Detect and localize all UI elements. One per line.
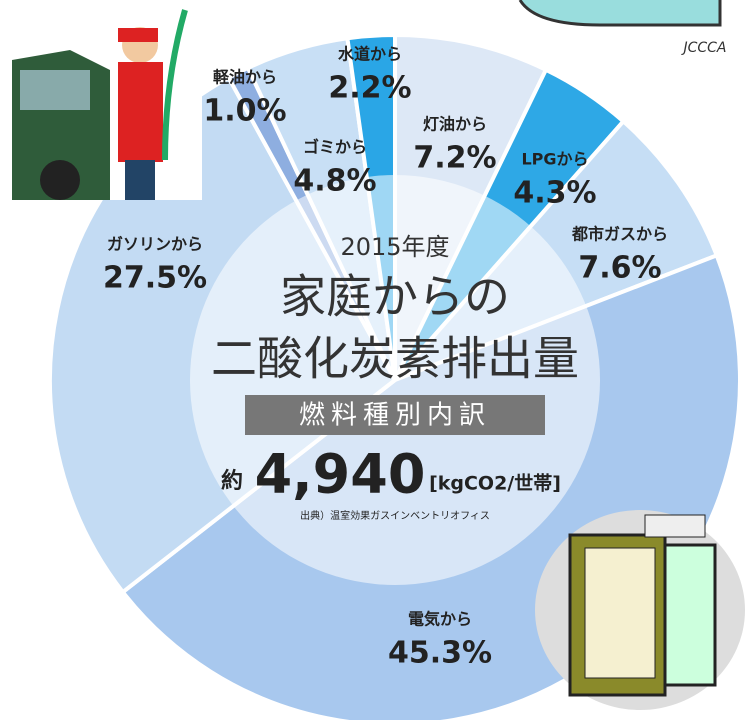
value-label: 4.8%: [293, 164, 376, 199]
subtitle-band: [245, 395, 545, 435]
category-label: 電気から: [408, 610, 472, 629]
year: 2015年度: [340, 233, 449, 261]
category-label: 灯油から: [423, 115, 487, 134]
car-illustration: [12, 9, 202, 200]
total-unit: [kgCO2/世帯]: [429, 472, 561, 495]
subtitle: 燃料種別内訳: [299, 401, 491, 431]
category-label: 都市ガスから: [571, 225, 668, 244]
title-line: 二酸化炭素排出量: [211, 332, 579, 386]
value-label: 7.2%: [413, 141, 496, 176]
category-label: 水道から: [338, 45, 402, 64]
faucet-illustration: [518, 0, 722, 27]
pie: [48, 32, 742, 720]
logo: JCCCA: [680, 40, 726, 56]
value-label: 27.5%: [103, 261, 207, 296]
value-label: 2.2%: [328, 71, 411, 106]
value-label: 45.3%: [388, 636, 492, 671]
total-prefix: 約: [221, 468, 243, 494]
value-label: 7.6%: [578, 251, 661, 286]
value-label: 4.3%: [513, 176, 596, 211]
title-line: 家庭からの: [280, 270, 510, 324]
fridge-illustration: [535, 510, 745, 710]
category-label: 軽油から: [213, 68, 277, 87]
value-label: 1.0%: [203, 94, 286, 129]
category-label: ガソリンから: [107, 235, 203, 254]
category-label: ゴミから: [303, 138, 367, 157]
center-disc: [190, 175, 600, 585]
labels: 灯油から 7.2% LPGから 4.3% 都市ガスから 7.6% 電気から 45.3% ガソリン…: [103, 45, 668, 671]
source: 出典）温室効果ガスインベントリオフィス: [300, 509, 490, 522]
category-label: LPGから: [521, 150, 588, 169]
total: 4,940: [255, 443, 426, 506]
